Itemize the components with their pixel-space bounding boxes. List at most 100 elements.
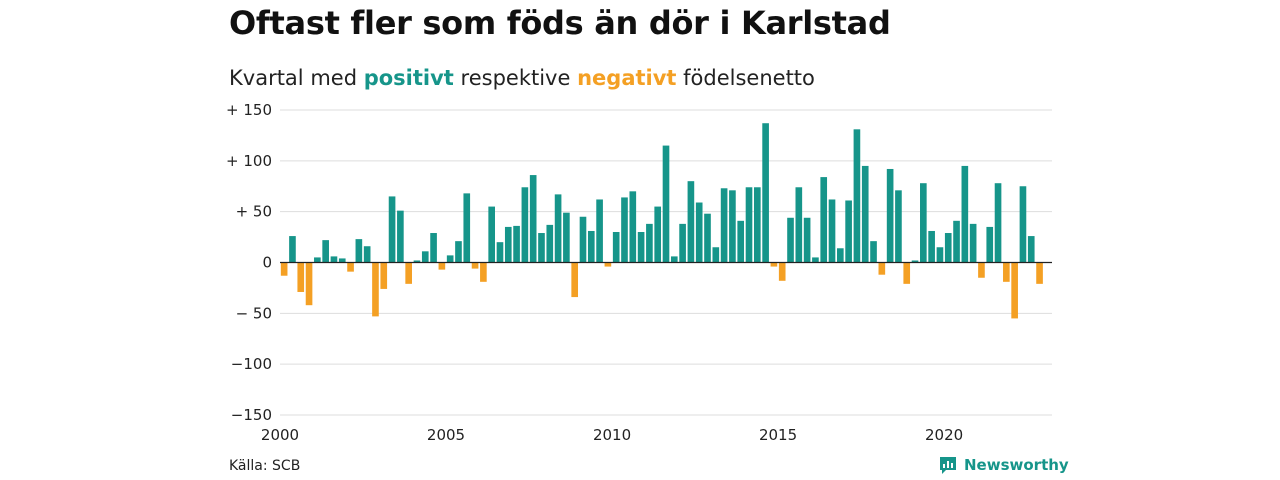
bar [720, 188, 728, 263]
bar [994, 183, 1002, 263]
bar [421, 251, 429, 263]
brand-label: Newsworthy [964, 456, 1069, 474]
bar [886, 168, 894, 263]
bar [986, 226, 994, 263]
source-note: Källa: SCB [229, 458, 301, 474]
bar [338, 258, 346, 263]
bar [297, 262, 305, 292]
bar [637, 232, 645, 263]
x-tick-label: 2020 [925, 426, 963, 444]
bar [488, 206, 495, 263]
bar [521, 187, 529, 263]
bar [795, 187, 803, 263]
bar [438, 262, 446, 270]
bar [397, 210, 404, 263]
bar [961, 165, 969, 263]
bar [280, 262, 288, 276]
y-tick-label: − 50 [236, 304, 272, 322]
subtitle-positive: positivt [363, 66, 454, 90]
bar [587, 230, 595, 263]
newsworthy-logo-icon [938, 455, 958, 475]
y-tick-label: 0 [262, 254, 272, 272]
bar [762, 123, 769, 263]
chart-title: Oftast fler som föds än dör i Karlstad [229, 4, 891, 42]
bar [870, 241, 877, 263]
bar [563, 212, 570, 263]
bar [729, 190, 736, 263]
bar [322, 240, 329, 263]
bar [1011, 262, 1018, 319]
bar [969, 223, 977, 263]
bar [853, 129, 861, 263]
bar [928, 230, 935, 263]
bar [812, 257, 819, 263]
x-tick-label: 2010 [593, 426, 631, 444]
bar [430, 233, 437, 263]
brand-logo: Newsworthy [938, 455, 1069, 475]
bar [571, 262, 579, 298]
bar [687, 181, 695, 263]
subtitle-suffix: födelsenetto [683, 66, 815, 90]
bar [745, 187, 753, 263]
bar [845, 200, 852, 263]
bar [529, 175, 537, 263]
y-tick-label: −150 [231, 406, 272, 424]
bar [554, 194, 562, 263]
bar [380, 262, 388, 289]
bar [513, 225, 520, 263]
bar [654, 206, 662, 263]
bar [903, 262, 911, 284]
bar [446, 255, 454, 263]
bar [463, 193, 471, 263]
bar [363, 246, 371, 263]
bar [753, 187, 761, 263]
bar [837, 248, 844, 263]
y-tick-label: + 50 [236, 203, 272, 221]
bar [621, 197, 628, 263]
bar [305, 262, 313, 306]
x-tick-label: 2015 [759, 426, 797, 444]
x-tick-label: 2005 [427, 426, 465, 444]
bar [546, 224, 554, 263]
bar [646, 223, 653, 263]
y-tick-label: −100 [231, 355, 272, 373]
bar [1027, 236, 1035, 263]
bar [504, 226, 512, 263]
bar [737, 220, 745, 263]
bar [413, 260, 421, 263]
bar [330, 256, 338, 263]
bar [471, 262, 479, 269]
bar [911, 260, 919, 263]
bar [314, 257, 321, 263]
bar [704, 213, 711, 263]
bar [612, 232, 620, 263]
bar [1036, 262, 1043, 284]
bar [629, 191, 637, 263]
bar [496, 242, 504, 263]
bar [355, 239, 363, 263]
y-tick-label: + 100 [226, 152, 272, 170]
bar [604, 262, 612, 267]
bar [388, 196, 396, 263]
bar [712, 247, 720, 263]
chart-subtitle: Kvartal med positivt respektive negativt… [229, 66, 815, 90]
bar [579, 216, 587, 263]
bar [787, 217, 794, 263]
bar [944, 233, 952, 263]
bar [861, 165, 869, 263]
subtitle-middle: respektive [460, 66, 571, 90]
y-tick-label: + 150 [226, 101, 272, 119]
bar [695, 202, 703, 263]
bar [770, 262, 778, 267]
x-tick-label: 2000 [261, 426, 299, 444]
bar [953, 220, 960, 263]
bar [895, 190, 902, 263]
bar [1019, 186, 1027, 263]
bar [1003, 262, 1010, 282]
bar [596, 199, 603, 263]
bar [803, 217, 811, 263]
bar [347, 262, 354, 272]
bar [372, 262, 379, 317]
bar [670, 256, 678, 263]
